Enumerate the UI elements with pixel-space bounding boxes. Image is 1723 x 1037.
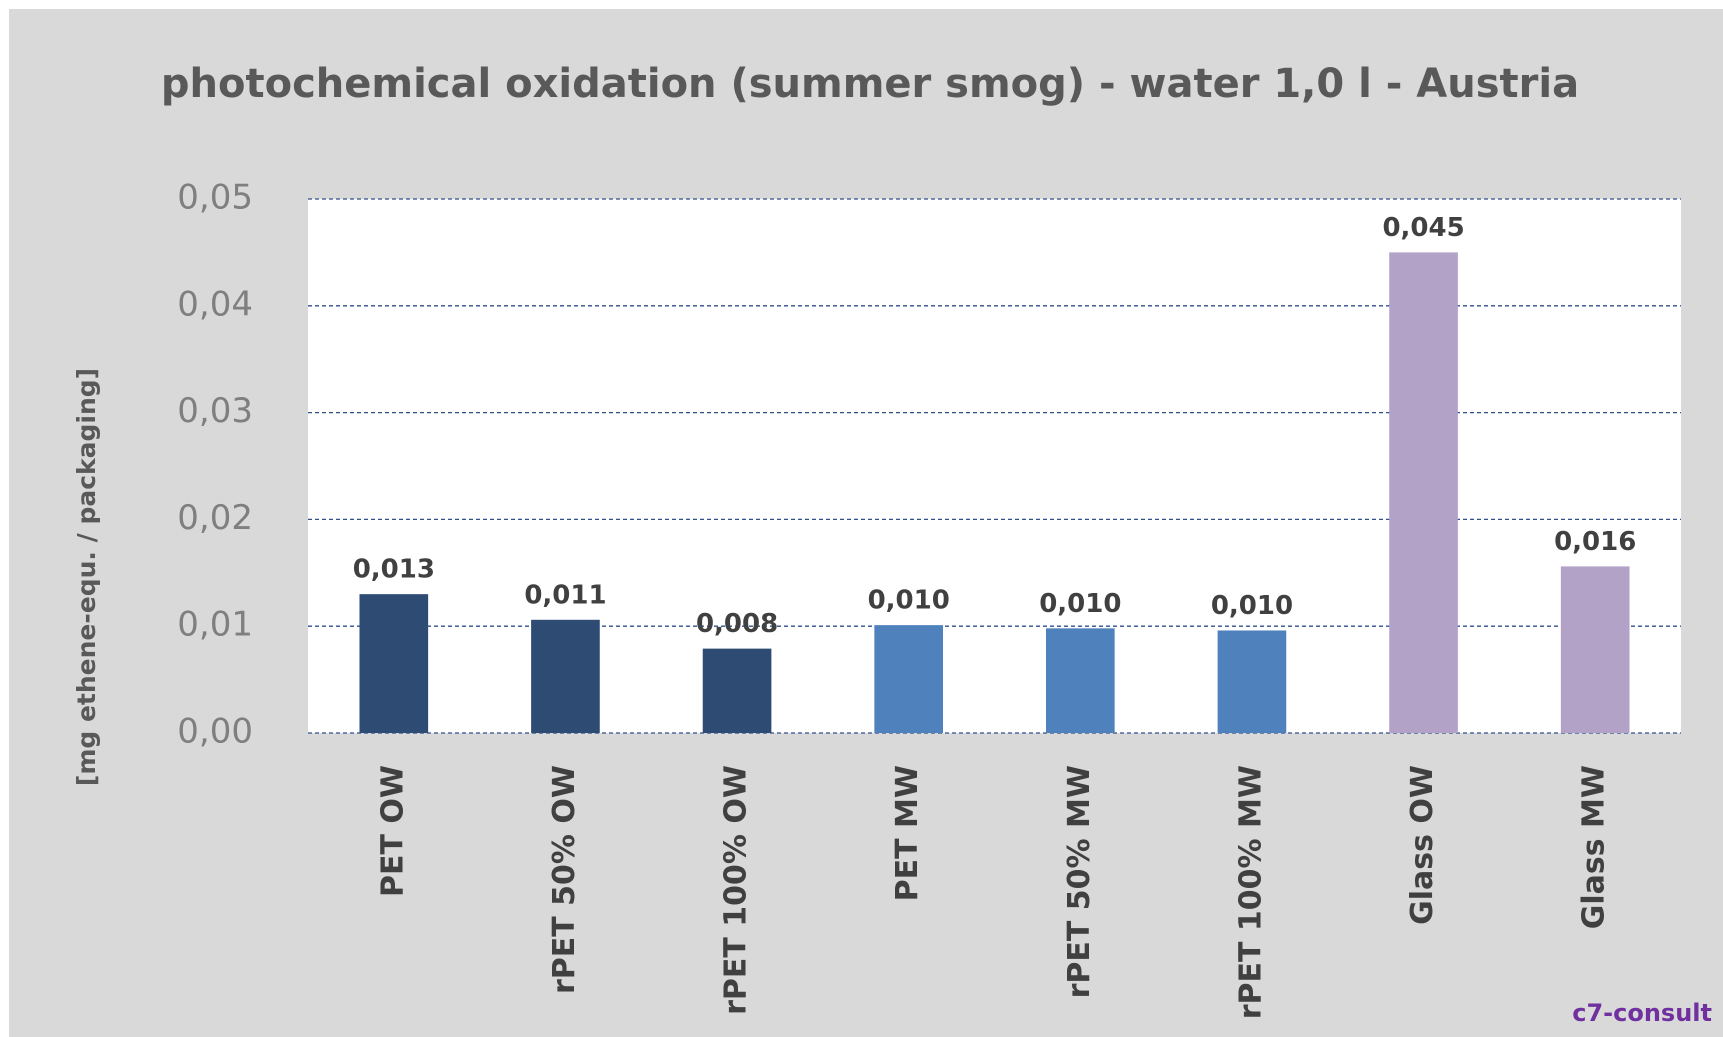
data-label: 0,016 — [1554, 527, 1636, 557]
bar — [1217, 630, 1287, 733]
x-tick-label: rPET 50% OW — [547, 765, 582, 994]
y-tick-label: 0,01 — [177, 605, 253, 645]
data-label: 0,011 — [524, 580, 606, 610]
x-tick-label: rPET 100% MW — [1233, 765, 1268, 1019]
chart-title: photochemical oxidation (summer smog) - … — [161, 61, 1579, 107]
bar — [359, 594, 429, 733]
data-label: 0,010 — [868, 586, 950, 616]
data-label: 0,013 — [353, 555, 435, 585]
x-tick-label: PET MW — [890, 765, 925, 901]
data-label: 0,045 — [1382, 213, 1464, 243]
x-tick-label: rPET 100% OW — [719, 765, 754, 1015]
data-label: 0,008 — [696, 609, 778, 639]
y-tick-label: 0,02 — [177, 498, 253, 538]
bar — [1389, 252, 1458, 733]
y-tick-label: 0,04 — [177, 284, 253, 324]
x-tick-label: rPET 50% MW — [1062, 765, 1097, 998]
x-tick-label: Glass MW — [1577, 765, 1612, 929]
bar — [1560, 566, 1630, 733]
y-tick-label: 0,03 — [177, 391, 253, 431]
bar — [1045, 628, 1115, 733]
y-tick-label: 0,05 — [177, 178, 253, 218]
y-tick-label: 0,00 — [177, 712, 253, 752]
logo: c7-consult — [1572, 999, 1712, 1027]
y-axis-label: [mg ethene-equ. / packaging] — [72, 368, 101, 786]
x-tick-label: PET OW — [375, 765, 410, 897]
bar — [874, 625, 944, 733]
data-label: 0,010 — [1211, 591, 1293, 621]
x-tick-label: Glass OW — [1405, 765, 1440, 925]
data-label: 0,010 — [1039, 589, 1121, 619]
bar — [702, 648, 772, 733]
bar — [531, 619, 600, 733]
plot-area — [308, 199, 1681, 733]
